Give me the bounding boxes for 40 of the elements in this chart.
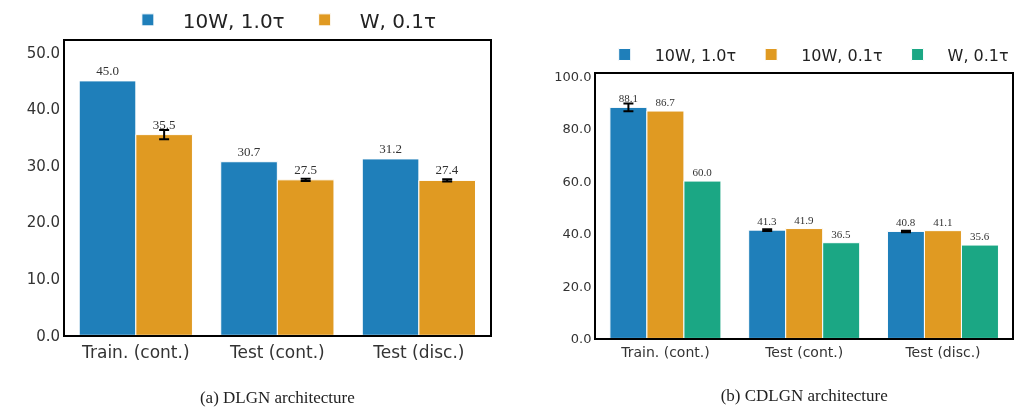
data-label: 27.4 xyxy=(435,162,459,178)
y-tick-label: 0.0 xyxy=(570,330,592,346)
x-tick-label: Train. (cont.) xyxy=(81,341,190,362)
legend-label: W, 0.1τ xyxy=(947,45,1009,65)
y-tick-label: 30.0 xyxy=(26,156,61,175)
x-axis-title: (a) DLGN architecture xyxy=(199,387,355,407)
y-tick-label: 10.0 xyxy=(26,270,61,289)
x-tick-label: Test (disc.) xyxy=(372,341,465,362)
data-label: 60.0 xyxy=(692,166,713,179)
legend-label: 10W, 0.1τ xyxy=(801,45,883,65)
data-label: 40.8 xyxy=(896,216,916,229)
data-label: 36.5 xyxy=(831,227,852,240)
y-tick-label: 60.0 xyxy=(562,173,592,189)
y-tick-label: 50.0 xyxy=(26,43,61,62)
legend-label: 10W, 1.0τ xyxy=(654,45,737,65)
x-tick-label: Test (disc.) xyxy=(904,344,981,361)
x-tick-label: Test (cont.) xyxy=(228,341,325,362)
data-label: 30.7 xyxy=(237,143,261,159)
y-tick-label: 20.0 xyxy=(562,278,592,294)
y-tick-label: 80.0 xyxy=(562,121,592,137)
data-label: 35.5 xyxy=(152,116,176,132)
legend-label: 10W, 1.0τ xyxy=(182,8,285,33)
y-tick-label: 40.0 xyxy=(26,100,61,119)
data-label: 41.1 xyxy=(933,215,953,228)
data-label: 31.2 xyxy=(379,140,402,156)
y-tick-label: 40.0 xyxy=(562,226,592,242)
data-label: 41.3 xyxy=(757,215,778,228)
y-tick-label: 100.0 xyxy=(554,68,592,84)
data-label: 86.7 xyxy=(655,96,676,109)
y-tick-label: 0.0 xyxy=(36,326,61,345)
x-axis-title: (b) CDLGN architecture xyxy=(720,386,888,406)
data-label: 27.5 xyxy=(294,161,318,177)
data-label: 35.6 xyxy=(970,230,990,243)
data-label: 88.1 xyxy=(618,92,639,105)
y-tick-label: 20.0 xyxy=(26,213,61,232)
x-tick-label: Test (cont.) xyxy=(764,344,844,361)
legend-label: W, 0.1τ xyxy=(359,8,436,33)
data-label: 45.0 xyxy=(96,62,119,78)
x-tick-label: Train. (cont.) xyxy=(620,344,710,361)
data-label: 41.9 xyxy=(794,213,815,226)
